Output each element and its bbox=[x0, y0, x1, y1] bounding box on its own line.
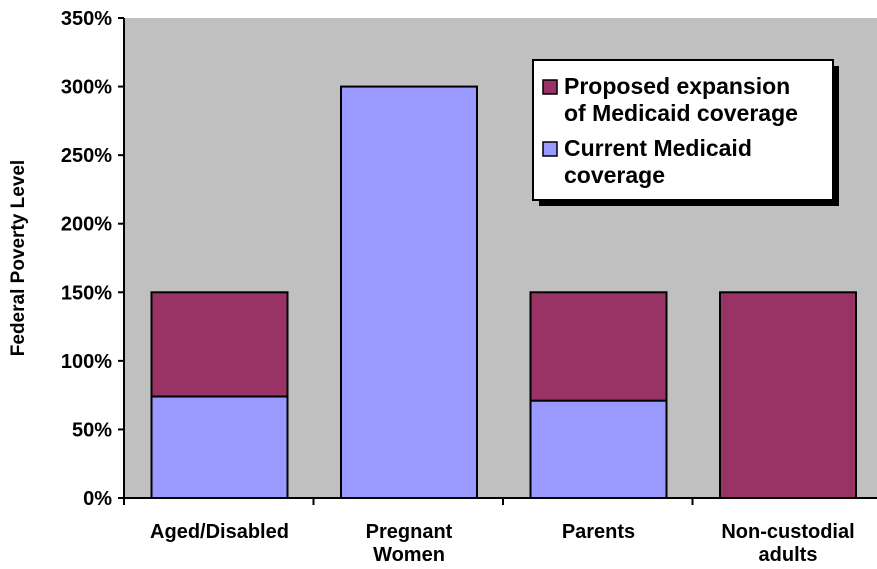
y-tick-label: 100% bbox=[61, 351, 112, 373]
legend-swatch bbox=[542, 141, 558, 157]
y-tick-label: 200% bbox=[61, 214, 112, 236]
x-tick-label: Non-custodial adults bbox=[721, 521, 854, 566]
bar-expansion-aged-disabled bbox=[150, 291, 289, 398]
bar-current-aged-disabled bbox=[150, 395, 289, 499]
bar-expansion-parents bbox=[529, 291, 668, 402]
x-tick-label: Aged/Disabled bbox=[150, 521, 289, 543]
bars-group bbox=[150, 85, 857, 499]
bar-expansion-non-custodial-adults bbox=[719, 291, 857, 499]
bar-current-parents bbox=[529, 399, 668, 499]
y-tick-label: 250% bbox=[61, 145, 112, 167]
y-axis-title: Federal Poverty Level bbox=[8, 160, 29, 356]
y-tick-label: 350% bbox=[61, 8, 112, 30]
legend-swatch bbox=[542, 79, 558, 95]
x-tick-label: Pregnant Women bbox=[366, 521, 453, 566]
x-tick-label: Parents bbox=[562, 521, 635, 543]
axes-group: 0% 50% 100% 150% 200% 250% 300% 350% Aged/Disabl… bbox=[61, 8, 877, 566]
legend-box bbox=[532, 59, 834, 201]
bar-current-pregnant-women bbox=[340, 85, 478, 499]
y-tick-label: 150% bbox=[61, 282, 112, 304]
y-tick-label: 50% bbox=[72, 419, 112, 441]
y-tick-label: 300% bbox=[61, 77, 112, 99]
y-tick-label: 0% bbox=[83, 488, 112, 510]
legend: Proposed expansion of Medicaid coverage Cu… bbox=[532, 59, 839, 206]
legend-label: Proposed expansion of Medicaid coverage bbox=[564, 73, 798, 126]
legend-label: Current Medicaid coverage bbox=[564, 135, 752, 188]
